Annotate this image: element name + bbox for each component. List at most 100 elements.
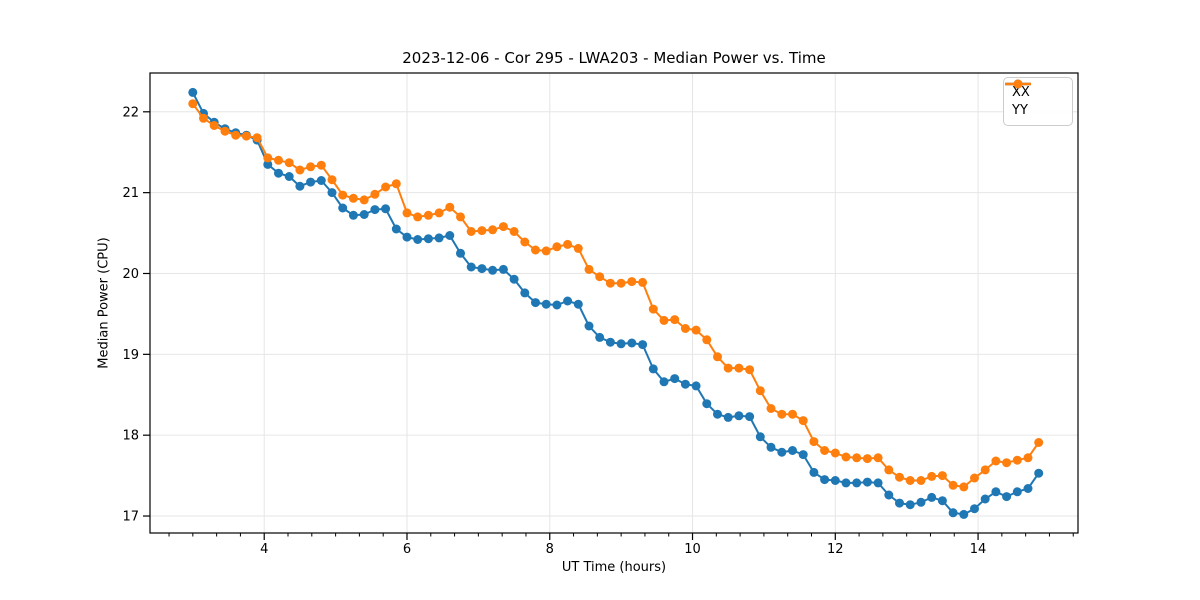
data-point-xx (1002, 492, 1012, 502)
data-point-yy (434, 208, 444, 218)
data-point-xx (520, 288, 530, 298)
x-tick-label: 8 (546, 542, 554, 557)
data-point-yy (1002, 458, 1012, 468)
data-point-yy (841, 452, 851, 462)
x-tick-label: 4 (260, 542, 268, 557)
data-point-xx (381, 204, 391, 214)
data-point-xx (605, 337, 615, 347)
data-point-xx (884, 490, 894, 500)
data-point-xx (573, 299, 583, 309)
data-point-xx (959, 509, 969, 519)
data-point-yy (884, 465, 894, 475)
data-point-xx (713, 409, 722, 419)
data-point-yy (338, 190, 348, 200)
plot-border (149, 72, 1079, 534)
data-point-xx (488, 265, 498, 275)
data-point-yy (745, 365, 755, 375)
data-point-xx (905, 500, 915, 510)
data-point-xx (852, 478, 862, 488)
data-point-xx (402, 232, 412, 242)
data-point-yy (402, 208, 412, 218)
data-point-xx (809, 467, 819, 477)
data-point-yy (766, 404, 776, 413)
data-point-xx (723, 412, 733, 422)
data-point-yy (584, 264, 594, 274)
data-point-xx (284, 172, 294, 181)
data-point-yy (895, 472, 904, 482)
data-point-xx (584, 321, 594, 331)
data-point-xx (423, 234, 433, 244)
data-point-yy (1012, 455, 1022, 465)
y-tick-label: 21 (122, 186, 139, 201)
data-point-yy (284, 158, 294, 168)
data-point-yy (241, 131, 251, 141)
data-point-xx (445, 231, 455, 240)
x-tick-label: 6 (403, 542, 411, 557)
data-point-yy (188, 99, 198, 109)
data-point-xx (680, 379, 690, 389)
series-yy (188, 99, 1044, 492)
data-point-yy (905, 476, 915, 485)
data-point-yy (445, 202, 455, 212)
data-point-yy (391, 179, 401, 189)
data-point-yy (873, 453, 883, 463)
data-point-yy (755, 386, 765, 396)
data-point-yy (959, 482, 969, 492)
data-point-yy (820, 446, 830, 455)
x-tick-label: 12 (827, 542, 844, 557)
data-point-yy (948, 480, 958, 490)
y-tick-label: 17 (122, 510, 139, 525)
data-point-yy (734, 363, 744, 373)
data-point-xx (359, 210, 369, 219)
data-point-yy (777, 409, 787, 419)
data-point-yy (937, 471, 947, 481)
data-point-yy (370, 189, 380, 199)
data-point-xx (948, 508, 958, 518)
data-point-yy (423, 210, 433, 220)
data-point-yy (862, 454, 872, 464)
data-point-xx (873, 478, 883, 488)
data-point-xx (734, 411, 744, 421)
data-point-xx (370, 205, 380, 215)
data-point-yy (680, 324, 690, 333)
data-point-xx (970, 504, 979, 514)
data-point-yy (413, 212, 423, 222)
data-point-xx (627, 338, 637, 348)
data-point-xx (798, 450, 808, 460)
series-line-xx (191, 91, 1040, 516)
x-axis-label: UT Time (hours) (561, 560, 667, 575)
data-point-yy (209, 121, 219, 130)
data-point-yy (456, 212, 465, 222)
legend: XX YY (1003, 77, 1073, 126)
legend-label-xx: XX (1012, 84, 1030, 100)
data-point-yy (702, 335, 712, 345)
data-point-yy (798, 416, 808, 426)
data-point-yy (659, 315, 669, 325)
data-point-yy (552, 242, 562, 252)
y-tick-label: 19 (122, 348, 139, 363)
data-point-yy (520, 237, 530, 247)
chart-title: 2023-12-06 - Cor 295 - LWA203 - Median P… (402, 49, 826, 67)
data-point-xx (927, 492, 937, 502)
y-tick-label: 20 (122, 267, 139, 282)
data-point-yy (991, 456, 1001, 466)
data-point-xx (316, 176, 326, 185)
data-point-yy (627, 277, 637, 287)
data-point-yy (595, 272, 605, 282)
data-point-xx (648, 364, 658, 374)
data-point-yy (573, 243, 583, 253)
data-point-xx (670, 374, 680, 384)
data-point-xx (745, 412, 755, 422)
data-point-yy (916, 476, 926, 485)
gridlines (150, 73, 1078, 533)
y-axis-label: Median Power (CPU) (96, 237, 112, 369)
data-point-yy (252, 133, 262, 143)
data-point-xx (820, 475, 830, 485)
data-point-yy (713, 352, 722, 362)
data-point-xx (895, 498, 904, 508)
data-point-xx (1023, 484, 1033, 493)
data-point-xx (777, 447, 787, 457)
data-point-xx (456, 248, 465, 258)
data-point-xx (616, 339, 626, 349)
data-point-xx (188, 87, 198, 97)
